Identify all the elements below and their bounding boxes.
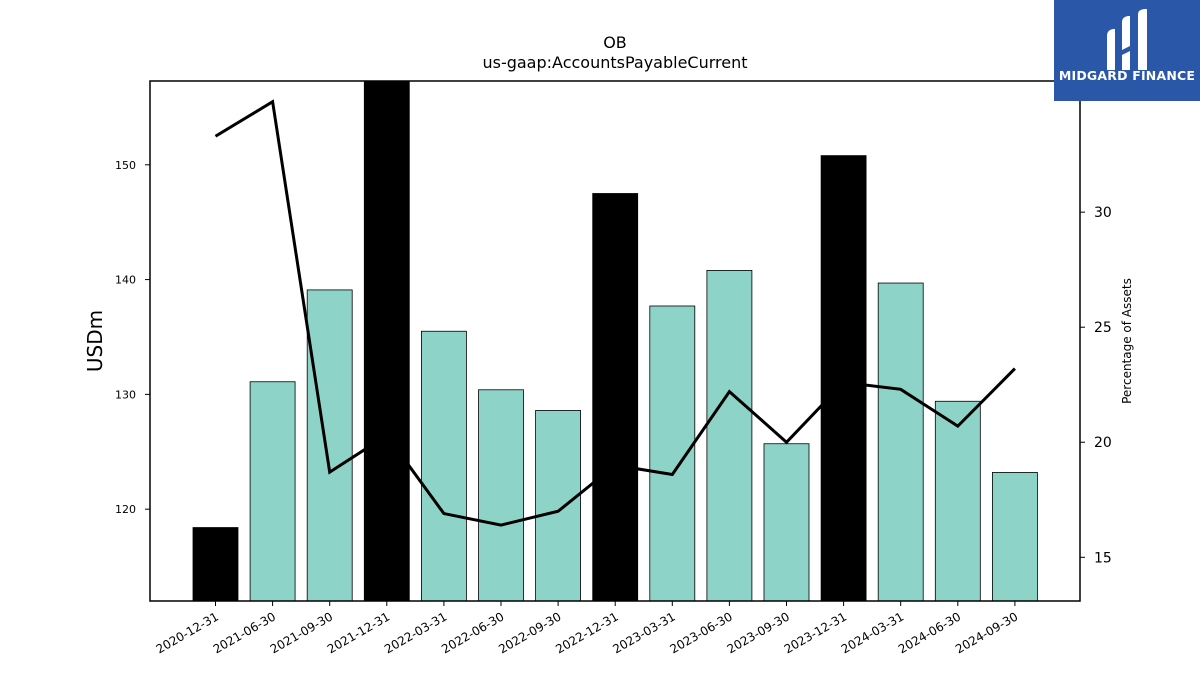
y2-tick-label: 30 (1094, 205, 1112, 221)
series-line (214, 99, 1016, 527)
x-tick-label: 2024-09-30 (953, 609, 1020, 656)
bar (192, 527, 239, 602)
x-tick-label: 2022-09-30 (496, 609, 563, 656)
bar (934, 400, 981, 602)
y-tick-label: 140 (115, 274, 136, 287)
x-tick-label: 2023-09-30 (725, 609, 792, 656)
logo-mark-icon (1107, 9, 1147, 70)
bar (306, 289, 353, 602)
x-tick-label: 2020-12-31 (154, 609, 221, 656)
y-axis-left: 120 130 140 150 (115, 159, 150, 516)
bar (877, 282, 924, 602)
bar (820, 155, 867, 602)
bar (763, 443, 810, 602)
x-tick-label: 2024-06-30 (896, 609, 963, 656)
y2-tick-label: 20 (1094, 435, 1112, 451)
x-tick-label: 2021-12-31 (325, 609, 392, 656)
x-tick-label: 2023-03-31 (610, 609, 677, 656)
x-tick-label: 2021-06-30 (211, 609, 278, 656)
bar (420, 330, 467, 602)
chart-subtitle: us-gaap:AccountsPayableCurrent (482, 53, 747, 72)
y-axis-label: USDm (83, 310, 107, 372)
x-tick-label: 2023-12-31 (782, 609, 849, 656)
y2-tick-label: 15 (1094, 550, 1112, 566)
y-axis-right: 15 20 25 30 (1080, 205, 1112, 566)
x-axis: 2020-12-312021-06-302021-09-302021-12-31… (154, 601, 1020, 656)
y2-tick-label: 25 (1094, 320, 1112, 336)
x-tick-label: 2021-09-30 (268, 609, 335, 656)
bars-layer (192, 80, 1038, 602)
bar (363, 80, 410, 602)
x-tick-label: 2023-06-30 (667, 609, 734, 656)
line-layer (214, 99, 1016, 527)
y-tick-label: 130 (115, 388, 136, 401)
x-tick-label: 2024-03-31 (839, 609, 906, 656)
bar (249, 381, 296, 602)
chart-title: OB (603, 33, 627, 52)
y-tick-label: 150 (115, 159, 136, 172)
bar (478, 389, 524, 602)
x-tick-label: 2022-06-30 (439, 609, 506, 656)
x-tick-label: 2022-12-31 (553, 609, 620, 656)
bar (706, 270, 753, 602)
y-tick-label: 120 (115, 503, 136, 516)
bar (992, 472, 1038, 602)
bar (592, 193, 639, 602)
brand-logo: MIDGARD FINANCE (1054, 0, 1200, 101)
y2-axis-label: Percentage of Assets (1120, 278, 1134, 404)
logo-text: MIDGARD FINANCE (1058, 68, 1196, 83)
bar (535, 410, 581, 602)
x-tick-label: 2022-03-31 (382, 609, 449, 656)
